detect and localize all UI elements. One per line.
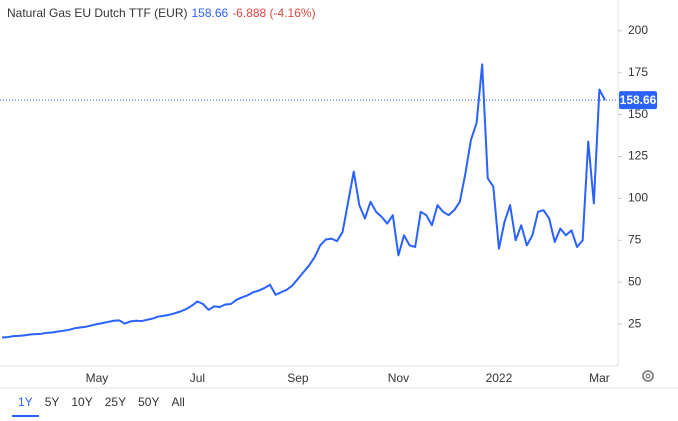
y-tick-label: 75 [628,232,642,246]
y-tick-label: 150 [628,107,648,121]
y-tick-label: 50 [628,274,642,288]
x-tick-label: Nov [388,371,409,385]
x-tick-label: 2022 [486,371,513,385]
chart-title: Natural Gas EU Dutch TTF (EUR) [7,6,188,20]
x-tick-label: May [86,371,109,385]
range-button[interactable]: 5Y [44,395,60,409]
y-tick-label: 175 [628,65,648,79]
last-price: 158.66 [191,6,229,20]
x-tick-label: Mar [589,371,610,385]
price-line [1,63,606,339]
y-tick-label: 125 [628,149,648,163]
range-button[interactable]: 10Y [71,395,93,409]
range-button[interactable]: 50Y [138,395,160,409]
x-tick-label: Sep [287,371,309,385]
settings-icon[interactable] [642,370,654,382]
y-tick-label: 100 [628,191,648,205]
range-button[interactable]: All [171,395,185,409]
header: Natural Gas EU Dutch TTF (EUR) 158.66 -6.8… [7,6,316,20]
range-button[interactable]: 25Y [104,395,127,409]
range-selector: 1Y 5Y 10Y 25Y 50Y All [12,393,191,417]
last-price-badge [619,91,657,110]
last-price-label: 158.66 [620,93,657,107]
y-tick-label: 25 [628,316,642,330]
range-button[interactable]: 1Y [12,393,39,417]
price-change: -6.888 (-4.16%) [232,6,316,20]
y-tick-label: 200 [628,23,648,37]
x-tick-label: Jul [190,371,205,385]
